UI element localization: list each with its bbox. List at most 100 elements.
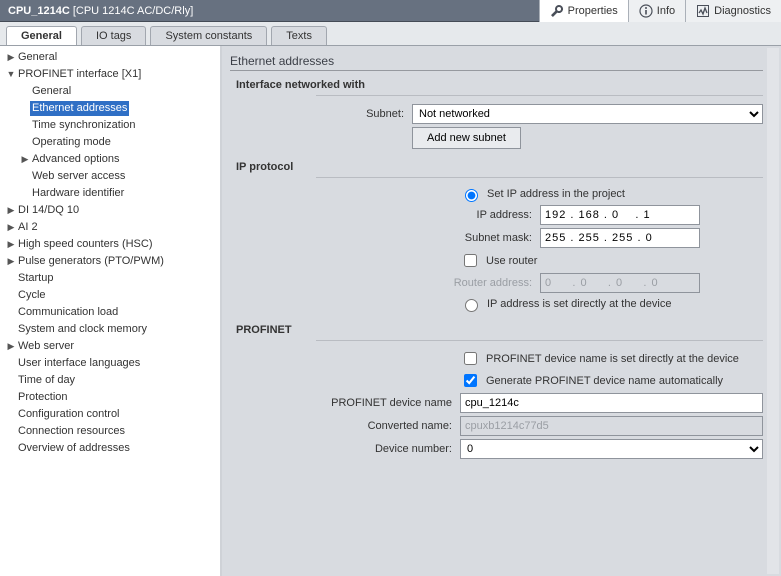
group-profinet-heading: PROFINET — [230, 322, 781, 340]
subnet-mask-input[interactable] — [540, 228, 700, 248]
nav-item-label: Advanced options — [30, 152, 121, 167]
checkbox-use-router-input[interactable] — [464, 254, 477, 267]
router-address-label: Router address: — [310, 277, 540, 289]
tab-info-label: Info — [657, 5, 675, 17]
nav-item[interactable]: ▶Pulse generators (PTO/PWM) — [0, 253, 220, 270]
ip-address-label: IP address: — [310, 209, 540, 221]
radio-set-in-project-input[interactable] — [465, 189, 478, 202]
nav-item[interactable]: Time of day — [0, 372, 220, 389]
nav-item[interactable]: ▶High speed counters (HSC) — [0, 236, 220, 253]
tab-properties-label: Properties — [568, 5, 618, 17]
checkbox-pn-name-at-device-input[interactable] — [464, 352, 477, 365]
nav-item[interactable]: System and clock memory — [0, 321, 220, 338]
nav-item[interactable]: Connection resources — [0, 423, 220, 440]
row-ip-address: IP address: — [230, 205, 763, 225]
group-interface-heading: Interface networked with — [230, 77, 781, 95]
nav-item[interactable]: Configuration control — [0, 406, 220, 423]
radio-set-at-device-label: IP address is set directly at the device — [487, 298, 671, 310]
nav-item-label: Overview of addresses — [16, 441, 132, 456]
nav-item[interactable]: Overview of addresses — [0, 440, 220, 457]
section-title: Ethernet addresses — [230, 52, 763, 71]
nav-item[interactable]: Communication load — [0, 304, 220, 321]
caret-right-icon: ▶ — [20, 152, 30, 167]
nav-item[interactable]: User interface languages — [0, 355, 220, 372]
ip-address-input[interactable] — [540, 205, 700, 225]
checkbox-pn-gen-auto[interactable]: Generate PROFINET device name automatica… — [460, 371, 723, 390]
caret-right-icon: ▶ — [6, 339, 16, 354]
row-pn-name: PROFINET device name — [230, 393, 763, 413]
title-text: CPU_1214C [CPU 1214C AC/DC/Rly] — [8, 5, 193, 17]
row-subnet-mask: Subnet mask: — [230, 228, 763, 248]
row-ip-radio-device: IP address is set directly at the device — [230, 296, 763, 312]
pn-name-input[interactable] — [460, 393, 763, 413]
nav-item[interactable]: ▶Advanced options — [0, 151, 220, 168]
row-pn-devno: Device number: 0 — [230, 439, 763, 459]
nav-tree[interactable]: ▶General▼PROFINET interface [X1]GeneralE… — [0, 46, 222, 576]
checkbox-pn-name-at-device[interactable]: PROFINET device name is set directly at … — [460, 349, 739, 368]
checkbox-pn-gen-auto-input[interactable] — [464, 374, 477, 387]
subtab-general[interactable]: General — [6, 26, 77, 45]
nav-item[interactable]: ▶General — [0, 49, 220, 66]
nav-item-label: PROFINET interface [X1] — [16, 67, 143, 82]
checkbox-use-router[interactable]: Use router — [460, 251, 537, 270]
pn-devno-select[interactable]: 0 — [460, 439, 763, 459]
group-interface: Interface networked with Subnet: Not net… — [230, 77, 781, 149]
row-add-subnet: Add new subnet — [230, 127, 763, 149]
pn-conv-input — [460, 416, 763, 436]
nav-item[interactable]: ▶DI 14/DQ 10 — [0, 202, 220, 219]
group-ip: IP protocol Set IP address in the projec… — [230, 159, 781, 312]
tab-info[interactable]: Info — [628, 0, 685, 22]
subtab-system-constants[interactable]: System constants — [150, 26, 267, 45]
checkbox-pn-name-at-device-label: PROFINET device name is set directly at … — [486, 353, 739, 365]
nav-item[interactable]: Protection — [0, 389, 220, 406]
nav-item-label: Protection — [16, 390, 70, 405]
row-pn-gen-auto: Generate PROFINET device name automatica… — [230, 371, 763, 390]
group-ip-heading: IP protocol — [230, 159, 781, 177]
checkbox-use-router-label: Use router — [486, 255, 537, 267]
caret-down-icon: ▼ — [6, 67, 16, 82]
nav-item-label: Operating mode — [30, 135, 113, 150]
nav-item[interactable]: General — [0, 83, 220, 100]
subnet-select[interactable]: Not networked — [412, 104, 763, 124]
pn-name-label: PROFINET device name — [230, 397, 460, 409]
nav-item[interactable]: ▶AI 2 — [0, 219, 220, 236]
nav-item-label: Pulse generators (PTO/PWM) — [16, 254, 166, 269]
nav-item-label: Time of day — [16, 373, 77, 388]
nav-item[interactable]: ▶Web server — [0, 338, 220, 355]
nav-item-label: Time synchronization — [30, 118, 138, 133]
nav-item[interactable]: Time synchronization — [0, 117, 220, 134]
nav-item-label: Cycle — [16, 288, 48, 303]
pn-devno-label: Device number: — [230, 443, 460, 455]
nav-item[interactable]: Hardware identifier — [0, 185, 220, 202]
window-title-bar: CPU_1214C [CPU 1214C AC/DC/Rly] Properti… — [0, 0, 781, 22]
nav-item-label: Communication load — [16, 305, 120, 320]
nav-item-label: Hardware identifier — [30, 186, 126, 201]
nav-item[interactable]: Ethernet addresses — [0, 100, 220, 117]
inspector-sub-tabs: General IO tags System constants Texts — [0, 22, 781, 46]
subtab-texts[interactable]: Texts — [271, 26, 327, 45]
nav-item[interactable]: Web server access — [0, 168, 220, 185]
tab-diagnostics[interactable]: Diagnostics — [685, 0, 781, 22]
radio-set-at-device[interactable]: IP address is set directly at the device — [460, 296, 671, 312]
row-use-router: Use router — [230, 251, 763, 270]
caret-right-icon: ▶ — [6, 203, 16, 218]
group-profinet: PROFINET PROFINET device name is set dir… — [230, 322, 781, 459]
nav-item[interactable]: Startup — [0, 270, 220, 287]
tab-properties[interactable]: Properties — [539, 0, 628, 22]
nav-item-label: General — [16, 50, 59, 65]
inspector-top-tabs: Properties Info Diagnostics — [539, 0, 781, 22]
nav-item-label: General — [30, 84, 73, 99]
nav-item[interactable]: ▼PROFINET interface [X1] — [0, 66, 220, 83]
nav-item-label: AI 2 — [16, 220, 40, 235]
nav-item-label: Web server — [16, 339, 76, 354]
nav-item-label: Ethernet addresses — [30, 101, 129, 116]
nav-item-label: Configuration control — [16, 407, 122, 422]
nav-item[interactable]: Cycle — [0, 287, 220, 304]
router-address-input — [540, 273, 700, 293]
diagnostics-icon — [696, 4, 710, 18]
nav-item[interactable]: Operating mode — [0, 134, 220, 151]
add-subnet-button[interactable]: Add new subnet — [412, 127, 521, 149]
radio-set-at-device-input[interactable] — [465, 299, 478, 312]
radio-set-in-project[interactable]: Set IP address in the project — [460, 186, 625, 202]
subtab-io-tags[interactable]: IO tags — [81, 26, 146, 45]
